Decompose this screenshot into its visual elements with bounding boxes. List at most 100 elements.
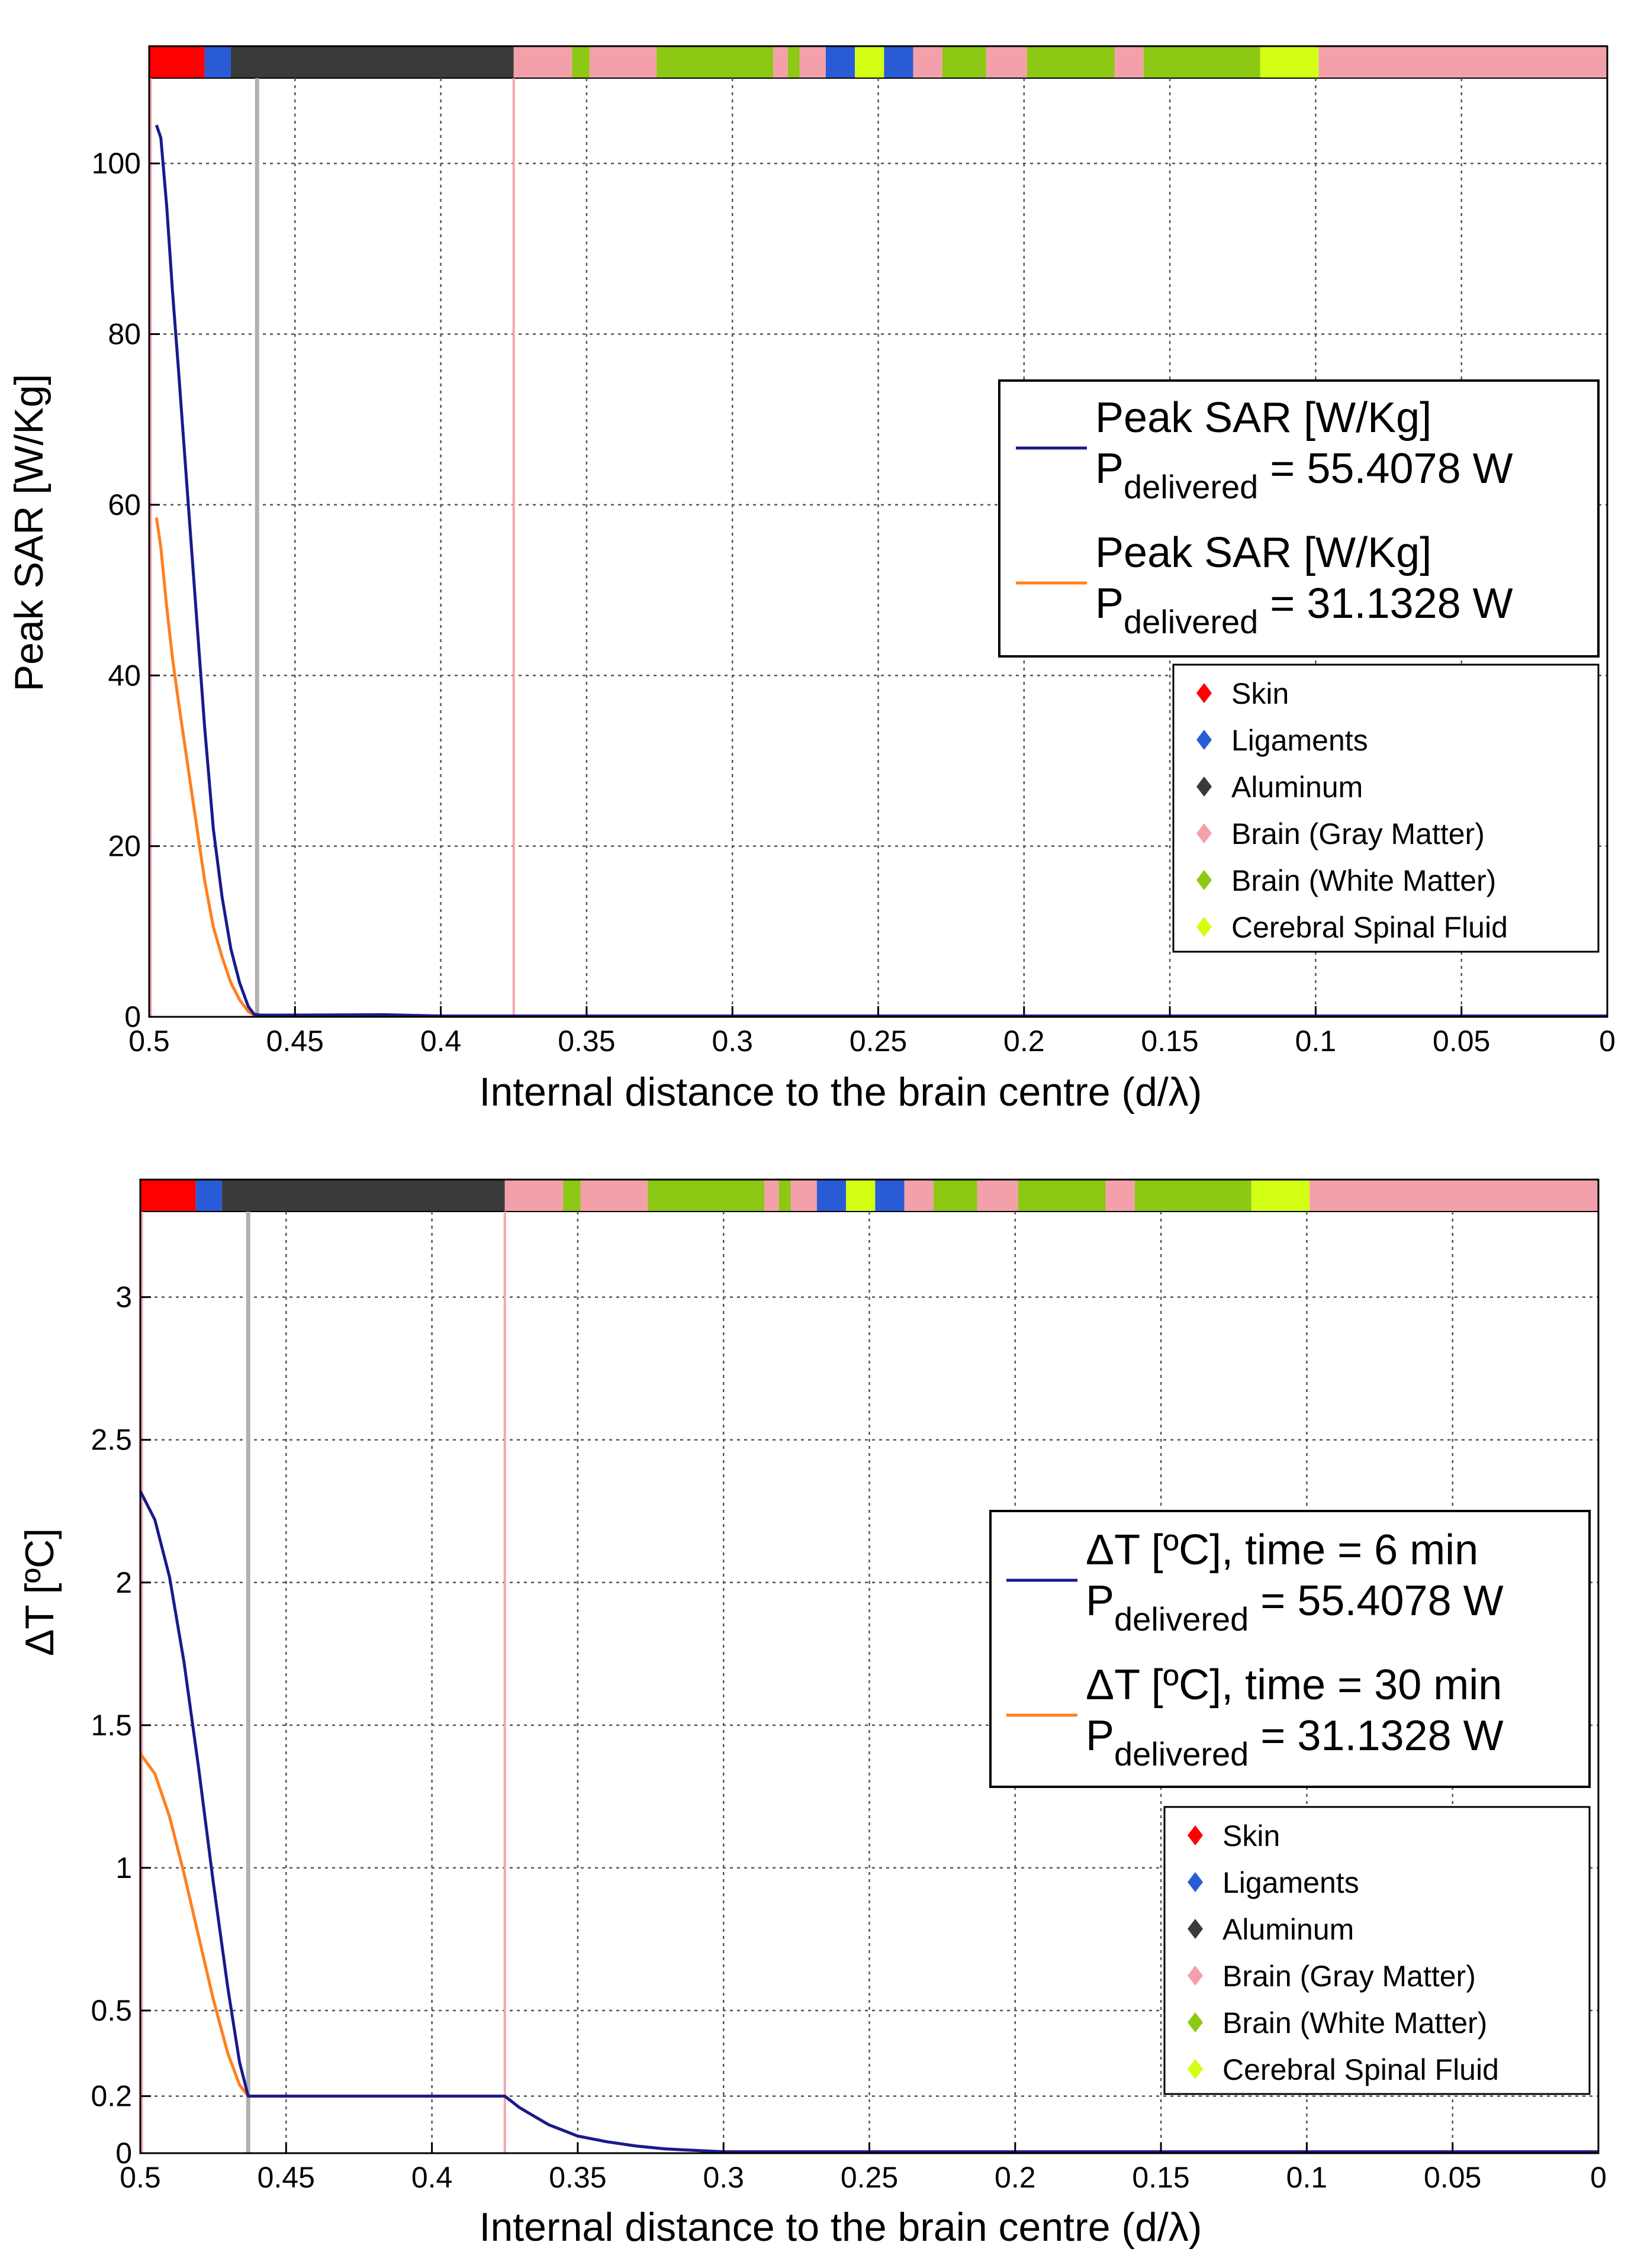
x-tick-label: 0.4 — [411, 2161, 453, 2194]
tissue-bar — [140, 1180, 1598, 1212]
y-tick-label: 0 — [115, 2137, 132, 2170]
diamond-marker-icon — [1196, 777, 1212, 797]
tissue-segment — [790, 1180, 817, 1212]
x-tick-label: 0.3 — [703, 2161, 744, 2194]
tissue-segment — [764, 1180, 779, 1212]
tissue-segment — [1134, 1180, 1251, 1212]
x-tick-label: 0 — [1590, 2161, 1607, 2194]
boundary-lines — [141, 1212, 506, 2153]
tissue-legend-entry: Cerebral Spinal Fluid — [1196, 911, 1508, 944]
diamond-marker-icon — [1188, 2012, 1203, 2032]
tissue-legend-label: Brain (White Matter) — [1231, 864, 1496, 897]
y-tick-label: 0 — [124, 1000, 141, 1033]
tissue-legend-label: Cerebral Spinal Fluid — [1231, 911, 1508, 944]
tissue-legend: Skin Ligaments Aluminum Brain (Gray Matter)… — [1163, 1806, 1591, 2095]
tissue-legend-entry: Aluminum — [1196, 771, 1363, 804]
tissue-segment — [1105, 1180, 1135, 1212]
y-tick-label: 60 — [108, 488, 141, 521]
y-tick-label: 0.5 — [91, 1994, 132, 2027]
tissue-segment — [1260, 46, 1319, 78]
x-tick-label: 0 — [1599, 1025, 1616, 1058]
tissue-segment — [787, 46, 800, 78]
x-tick-label: 0.1 — [1295, 1025, 1337, 1058]
legend-label: ΔT [ºC], time = 30 min — [1086, 1661, 1502, 1709]
y-tick-label: 40 — [108, 659, 141, 692]
x-tick-label: 0.45 — [258, 2161, 315, 2194]
tissue-segment — [580, 1180, 648, 1212]
tissue-segment — [1027, 46, 1115, 78]
y-axis-label: ΔT [ºC] — [17, 1528, 62, 1656]
legend-label: P — [1095, 580, 1124, 627]
x-tick-label: 0.05 — [1433, 1025, 1490, 1058]
tissue-segment — [1143, 46, 1260, 78]
tissue-legend-label: Ligaments — [1222, 1866, 1359, 1899]
tissue-segment — [657, 46, 774, 78]
x-tick-label: 0.35 — [549, 2161, 606, 2194]
y-tick-label: 1 — [115, 1851, 132, 1884]
legend-label: P — [1086, 1577, 1114, 1625]
tissue-segment — [1018, 1180, 1106, 1212]
x-tick-label: 0.15 — [1141, 1025, 1198, 1058]
x-tick-label: 0.4 — [420, 1025, 462, 1058]
x-tick-label: 0.5 — [128, 1025, 170, 1058]
legend-label: P — [1086, 1712, 1114, 1760]
tissue-legend-entry: Skin — [1188, 1819, 1280, 1853]
tissue-segment — [904, 1180, 934, 1212]
y-tick-label: 2 — [115, 1566, 132, 1599]
x-tick-label: 0.25 — [850, 1025, 907, 1058]
tissue-legend-entry: Skin — [1196, 677, 1289, 710]
y-tick-label: 100 — [92, 147, 141, 180]
tissue-segment — [816, 1180, 847, 1212]
legend-subscript: delivered — [1114, 1600, 1249, 1638]
x-tick-label: 0.2 — [1003, 1025, 1045, 1058]
tissue-segment — [513, 46, 572, 78]
tissue-segment — [230, 46, 514, 78]
x-tick-label: 0.35 — [558, 1025, 615, 1058]
tissue-segment — [504, 1180, 564, 1212]
series-legend: ΔT [ºC], time = 6 min Pdelivered = 55.40… — [989, 1510, 1591, 1788]
x-axis-label: Internal distance to the brain centre (d… — [480, 1069, 1202, 1114]
diamond-marker-icon — [1188, 1919, 1203, 1939]
y-tick-label: 20 — [108, 830, 141, 863]
tissue-legend-label: Aluminum — [1231, 771, 1363, 804]
tissue-legend-label: Skin — [1231, 677, 1289, 710]
tissue-legend-label: Aluminum — [1222, 1913, 1354, 1946]
y-tick-label: 2.5 — [91, 1423, 132, 1457]
x-tick-label: 0.15 — [1132, 2161, 1189, 2194]
sar-chart: 0.5 0.45 0.4 0.35 0.3 0.25 0.2 0.15 0.1 0.05 0 0 20 4… — [7, 45, 1616, 1114]
tissue-legend-label: Ligaments — [1231, 724, 1368, 757]
tissue-segment — [778, 1180, 791, 1212]
series-legend: Peak SAR [W/Kg] Pdelivered = 55.4078 W P… — [998, 379, 1600, 658]
diamond-marker-icon — [1188, 1872, 1203, 1892]
tissue-segment — [589, 46, 657, 78]
diamond-marker-icon — [1196, 823, 1212, 843]
legend-subscript: delivered — [1114, 1735, 1249, 1773]
tissue-legend-label: Skin — [1222, 1819, 1280, 1853]
legend-label: = 55.4078 W — [1249, 1577, 1503, 1625]
svg-text:Pdelivered = 55.4078 W: Pdelivered = 55.4078 W — [1086, 1577, 1504, 1638]
tissue-segment — [648, 1180, 765, 1212]
legend-label: = 55.4078 W — [1258, 445, 1513, 492]
legend-label: P — [1095, 445, 1124, 492]
tissue-legend-label: Brain (White Matter) — [1222, 2006, 1487, 2040]
diamond-marker-icon — [1188, 1825, 1203, 1845]
tissue-segment — [875, 1180, 905, 1212]
tissue-segment — [846, 1180, 876, 1212]
tissue-legend-entry: Brain (White Matter) — [1196, 864, 1496, 897]
tissue-legend-entry: Brain (Gray Matter) — [1188, 1960, 1476, 1993]
legend-entry: Peak SAR [W/Kg] Pdelivered = 55.4078 W — [1016, 394, 1513, 505]
axis-ticks: 0.5 0.45 0.4 0.35 0.3 0.25 0.2 0.15 0.1 0.05 0 0 0.2… — [91, 1281, 1606, 2194]
diamond-marker-icon — [1196, 730, 1212, 750]
tissue-segment — [195, 1180, 222, 1212]
x-tick-label: 0.2 — [995, 2161, 1036, 2194]
legend-entry: ΔT [ºC], time = 6 min Pdelivered = 55.40… — [1006, 1526, 1504, 1638]
tissue-segment — [942, 46, 986, 78]
tissue-segment — [149, 46, 205, 78]
axis-ticks: 0.5 0.45 0.4 0.35 0.3 0.25 0.2 0.15 0.1 0.05 0 0 20 4… — [92, 147, 1616, 1058]
diamond-marker-icon — [1196, 870, 1212, 890]
legend-label: Peak SAR [W/Kg] — [1095, 529, 1431, 576]
tissue-bar — [149, 46, 1607, 79]
tissue-segment — [913, 46, 942, 78]
legend-label: ΔT [ºC], time = 6 min — [1086, 1526, 1478, 1574]
y-tick-label: 3 — [115, 1281, 132, 1314]
